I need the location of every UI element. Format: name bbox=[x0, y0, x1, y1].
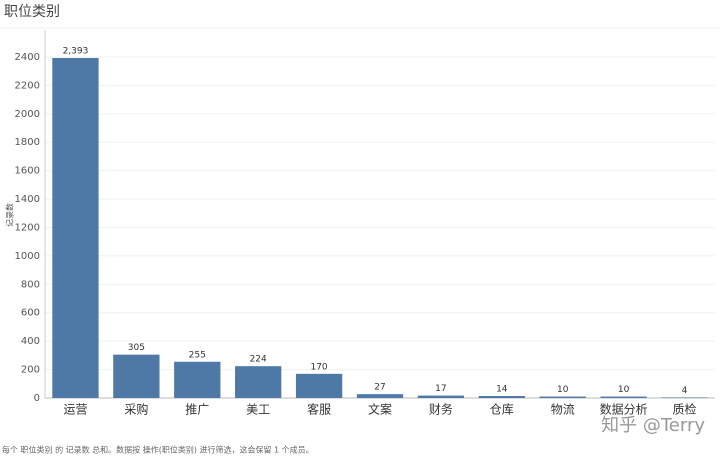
watermark: 知乎 @Terry bbox=[601, 415, 705, 436]
value-label: 224 bbox=[250, 355, 267, 365]
y-tick-label: 1800 bbox=[15, 137, 40, 148]
y-tick-label: 2200 bbox=[15, 80, 40, 91]
chart-title: 职位类别 bbox=[4, 4, 60, 20]
value-label: 10 bbox=[618, 385, 630, 395]
x-tick-label: 质检 bbox=[673, 402, 697, 417]
bar bbox=[661, 397, 708, 398]
x-tick-label: 仓库 bbox=[490, 402, 514, 417]
bar bbox=[113, 354, 160, 398]
value-label: 14 bbox=[496, 385, 508, 395]
bar bbox=[478, 396, 525, 398]
value-label: 10 bbox=[557, 385, 569, 395]
bar bbox=[295, 373, 343, 398]
value-label: 170 bbox=[310, 362, 327, 372]
bar bbox=[539, 396, 586, 398]
value-label: 27 bbox=[374, 383, 385, 393]
y-tick-label: 800 bbox=[21, 279, 40, 290]
x-tick-label: 运营 bbox=[63, 403, 87, 417]
value-label: 4 bbox=[682, 386, 688, 396]
bar bbox=[356, 394, 404, 398]
y-tick-label: 2400 bbox=[15, 52, 40, 63]
y-tick-label: 200 bbox=[21, 365, 40, 376]
x-tick-label: 客服 bbox=[307, 402, 331, 417]
x-tick-label: 采购 bbox=[124, 402, 148, 417]
y-tick-label: 1400 bbox=[15, 194, 40, 205]
bar bbox=[600, 396, 647, 398]
x-tick-label: 数据分析 bbox=[600, 402, 648, 417]
x-tick-label: 物流 bbox=[551, 403, 575, 417]
footnote: 每个 职位类别 的 记录数 总和。数据按 操作(职位类别) 进行筛选，这会保留 … bbox=[2, 445, 314, 455]
bar bbox=[235, 366, 282, 398]
value-label: 305 bbox=[128, 343, 145, 353]
x-tick-label: 文案 bbox=[368, 402, 392, 417]
x-tick-label: 财务 bbox=[429, 402, 453, 417]
y-tick-label: 1600 bbox=[15, 166, 40, 177]
y-tick-label: 400 bbox=[21, 336, 40, 347]
y-tick-label: 600 bbox=[21, 308, 40, 319]
value-label: 255 bbox=[189, 350, 206, 360]
x-tick-label: 美工 bbox=[246, 403, 270, 417]
bar bbox=[52, 57, 99, 399]
x-tick-label: 推广 bbox=[185, 403, 209, 417]
y-tick-label: 1000 bbox=[15, 251, 40, 262]
y-axis-label: 记录数 bbox=[5, 203, 15, 227]
bar bbox=[417, 395, 465, 398]
y-tick-label: 2000 bbox=[15, 109, 40, 120]
y-tick-label: 1200 bbox=[15, 222, 40, 233]
value-label: 2,393 bbox=[63, 46, 89, 56]
value-label: 17 bbox=[435, 384, 446, 394]
y-tick-label: 0 bbox=[34, 393, 40, 404]
bar bbox=[174, 361, 221, 398]
